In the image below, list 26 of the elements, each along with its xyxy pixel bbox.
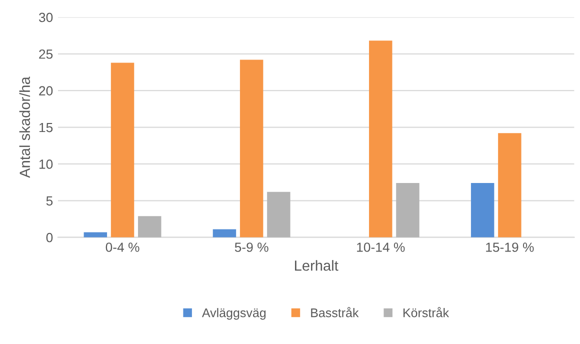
bar — [498, 133, 522, 238]
bar — [240, 60, 264, 238]
y-tick-label: 0 — [46, 232, 53, 242]
y-axis-title: Antal skador/ha — [19, 76, 30, 178]
y-tick-label: 10 — [39, 160, 53, 169]
bar — [212, 229, 236, 238]
y-tick-label: 5 — [46, 196, 53, 206]
bar — [110, 62, 134, 238]
x-tick-label: 10-14 % — [357, 242, 405, 252]
x-axis-title: Lerhalt — [295, 260, 338, 271]
x-tick-label: 15-19 % — [486, 242, 534, 252]
y-tick-label: 30 — [38, 12, 53, 22]
x-tick-label: 0-4 % — [106, 242, 140, 252]
bar — [396, 183, 420, 238]
legend-label: Avläggsväg — [202, 308, 266, 320]
bar — [84, 232, 108, 238]
y-tick-label: 25 — [39, 49, 53, 59]
bar — [369, 40, 392, 238]
bar — [138, 216, 162, 238]
y-tick-label: 20 — [39, 86, 53, 96]
bar — [470, 183, 494, 238]
legend-label: Basstråk — [311, 307, 359, 318]
bar — [267, 192, 290, 238]
legend-label: Körstråk — [403, 307, 450, 318]
y-tick-label: 15 — [39, 122, 53, 132]
x-tick-label: 5-9 % — [234, 242, 268, 252]
